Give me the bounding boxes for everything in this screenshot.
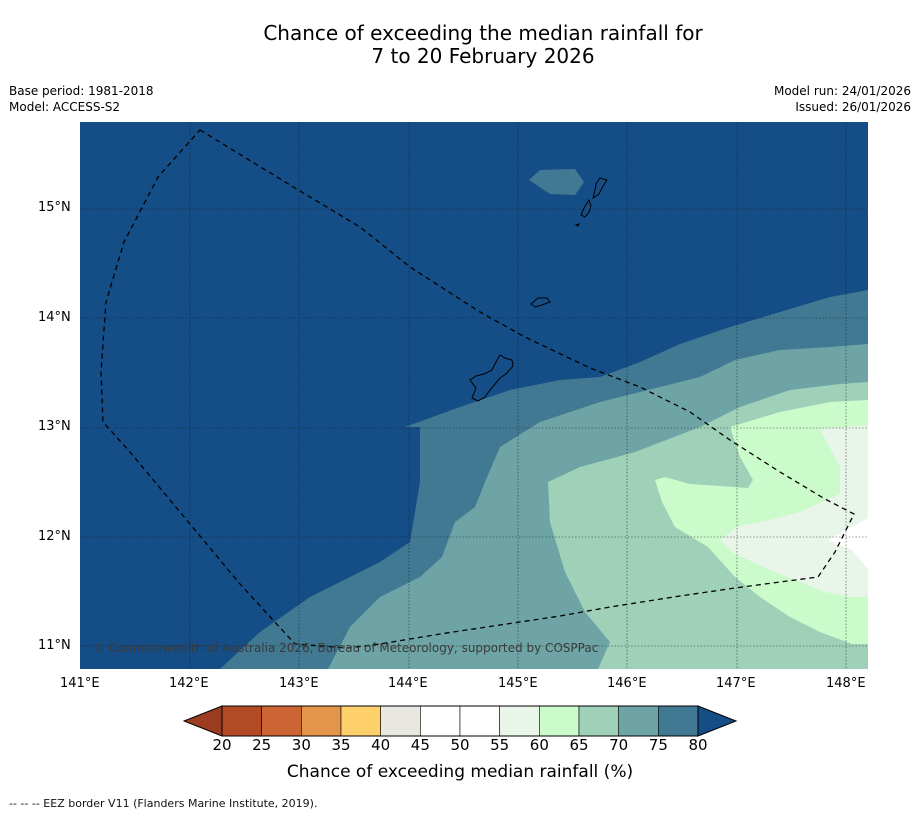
colorbar-tick-label: 25 xyxy=(252,736,272,754)
colorbar-swatch xyxy=(340,705,381,737)
base-period-text: Base period: 1981-2018 xyxy=(9,84,154,98)
colorbar-swatch xyxy=(539,705,580,737)
colorbar-swatches xyxy=(221,705,699,737)
lon-label-145e: 145°E xyxy=(498,676,538,691)
copyright-text: © Commonwealth of Australia 2026, Bureau… xyxy=(93,641,599,655)
lon-label-141e: 141°E xyxy=(60,676,100,691)
islands xyxy=(469,177,608,402)
colorbar-tick-label: 65 xyxy=(569,736,589,754)
lon-label-147e: 147°E xyxy=(716,676,756,691)
rainfall-map xyxy=(80,122,868,669)
island-rota xyxy=(530,297,551,308)
colorbar-swatch xyxy=(301,705,342,737)
colorbar-tick-label: 50 xyxy=(450,736,470,754)
colorbar-under-triangle xyxy=(183,705,223,737)
colorbar-swatch xyxy=(578,705,619,737)
colorbar-swatch xyxy=(658,705,699,737)
model-run-text: Model run: 24/01/2026 xyxy=(773,84,911,98)
band-55-60 xyxy=(720,425,868,597)
colorbar-tick-label: 20 xyxy=(212,736,232,754)
colorbar-tick-label: 45 xyxy=(410,736,430,754)
lon-label-143e: 143°E xyxy=(279,676,319,691)
colorbar-tick-label: 80 xyxy=(688,736,708,754)
eez-footnote: -- -- -- EEZ border V11 (Flanders Marine… xyxy=(9,797,318,810)
patch-75-80-north xyxy=(529,169,584,195)
lon-label-144e: 144°E xyxy=(388,676,428,691)
colorbar-swatch xyxy=(380,705,421,737)
title-line-2: 7 to 20 February 2026 xyxy=(371,44,595,68)
lat-label-12n: 12°N xyxy=(38,529,71,544)
colorbar-tick-label: 40 xyxy=(371,736,391,754)
lat-label-15n: 15°N xyxy=(38,200,71,215)
colorbar-swatch xyxy=(221,705,262,737)
title-line-1: Chance of exceeding the median rainfall … xyxy=(263,21,703,45)
model-text: Model: ACCESS-S2 xyxy=(9,100,121,114)
island-tinian xyxy=(580,198,592,218)
colorbar-swatch xyxy=(618,705,659,737)
colorbar-tick-label: 75 xyxy=(648,736,668,754)
colorbar-title: Chance of exceeding median rainfall (%) xyxy=(286,762,634,782)
lon-label-142e: 142°E xyxy=(169,676,209,691)
island-saipan xyxy=(592,177,608,200)
colorbar-tick-label: 70 xyxy=(609,736,629,754)
lat-label-14n: 14°N xyxy=(38,310,71,325)
colorbar-swatch xyxy=(499,705,540,737)
meta-left: Base period: 1981-2018 Model: ACCESS-S2 xyxy=(9,83,154,115)
lon-label-146e: 146°E xyxy=(607,676,647,691)
lat-label-11n: 11°N xyxy=(38,638,71,653)
colorbar-tick-label: 60 xyxy=(529,736,549,754)
colorbar-tick-label: 35 xyxy=(331,736,351,754)
chart-title: Chance of exceeding the median rainfall … xyxy=(0,22,919,68)
eez-border xyxy=(100,129,855,649)
lat-label-13n: 13°N xyxy=(38,419,71,434)
issued-text: Issued: 26/01/2026 xyxy=(795,100,911,114)
band-50-55 xyxy=(828,518,868,569)
lon-label-148e: 148°E xyxy=(826,676,866,691)
colorbar-swatch xyxy=(261,705,302,737)
colorbar-swatch xyxy=(459,705,500,737)
meta-right: Model run: 24/01/2026 Issued: 26/01/2026 xyxy=(774,83,911,115)
colorbar-swatch xyxy=(420,705,461,737)
colorbar-over-triangle xyxy=(697,705,738,737)
colorbar-tick-label: 55 xyxy=(490,736,510,754)
map-svg xyxy=(80,122,868,669)
colorbar-outline xyxy=(221,705,699,737)
gridlines xyxy=(80,122,868,669)
colorbar xyxy=(183,705,738,737)
colorbar-tick-label: 30 xyxy=(291,736,311,754)
island-guam xyxy=(469,354,514,402)
island-aguijan xyxy=(574,223,580,227)
